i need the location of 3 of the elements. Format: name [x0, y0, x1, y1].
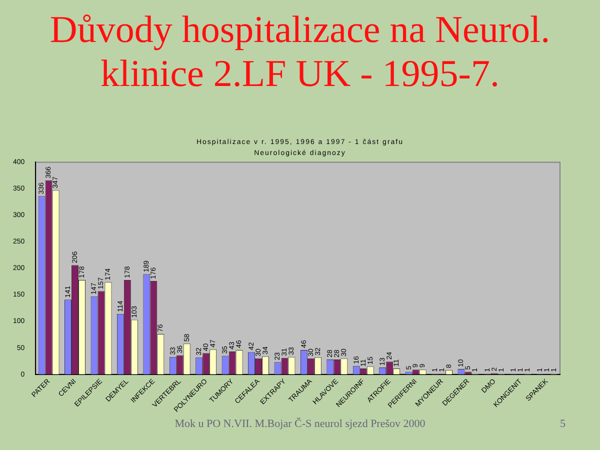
text: Mok u PO N.VII. M.Bojar Č-S neurol sjezd Prešov 2000	[174, 418, 426, 430]
text: 5	[560, 418, 566, 430]
chart-title: Důvody hospitalizace na Neurol. klinice 2.LF UK - 1995-7.	[48, 8, 552, 96]
